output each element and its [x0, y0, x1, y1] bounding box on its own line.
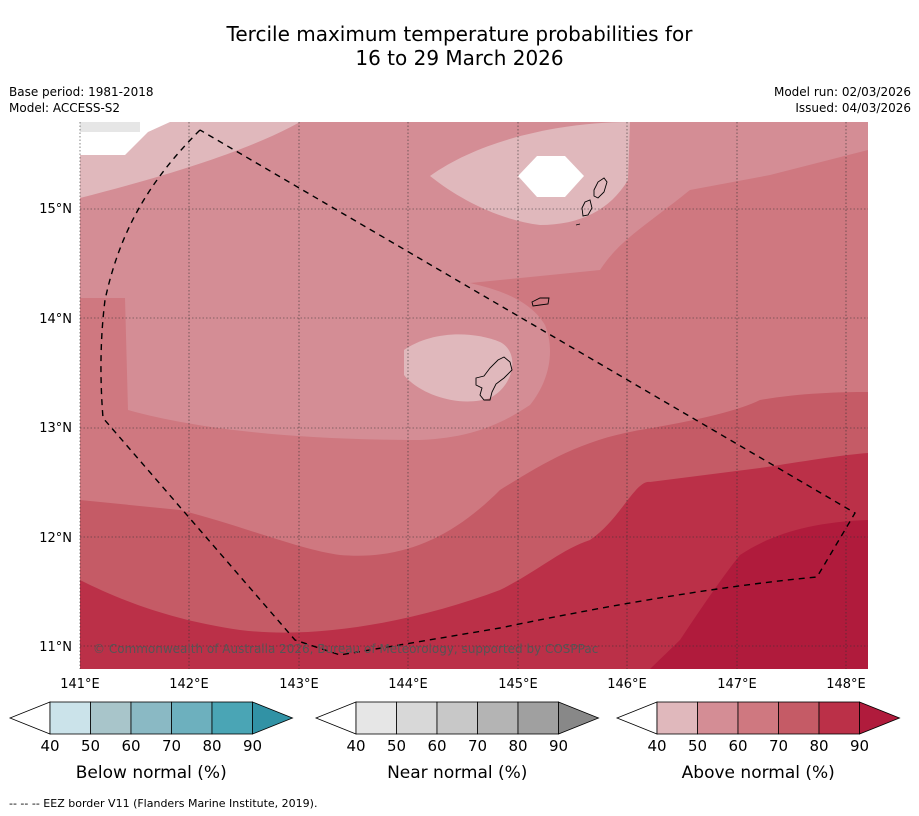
graticule — [79, 122, 868, 669]
colorbar-tick-label: 60 — [427, 737, 446, 755]
lon-labels: 141°E 142°E 143°E 144°E 145°E 146°E 147°… — [60, 677, 866, 692]
colorbar-title: Below normal (%) — [76, 763, 227, 783]
colorbar-segment — [656, 701, 698, 735]
islands — [475, 177, 608, 401]
colorbar-tick-label: 80 — [809, 737, 828, 755]
colorbar-legend: 40 50 60 70 80 90 Above normal (%) — [615, 701, 901, 783]
colorbar-segment — [49, 701, 91, 735]
model-run-text: Model run: 02/03/2026 — [773, 85, 911, 99]
colorbar-max-arrow — [252, 701, 294, 735]
tinian-island — [581, 199, 593, 217]
colorbar-segment — [90, 701, 132, 735]
colorbar-min-arrow — [8, 701, 51, 735]
lon-label: 147°E — [717, 677, 757, 692]
colorbar-segment — [778, 701, 820, 735]
issued-text: Issued: 04/03/2026 — [795, 101, 911, 115]
lon-label: 144°E — [388, 677, 428, 692]
title-line-1: Tercile maximum temperature probabilitie… — [226, 22, 693, 46]
lat-label: 15°N — [39, 202, 72, 217]
colorbar-segment — [130, 701, 172, 735]
colorbar-tick-label: 90 — [850, 737, 869, 755]
colorbar-title: Near normal (%) — [387, 763, 527, 783]
saipan-island — [593, 177, 608, 199]
colorbar-min-arrow — [615, 701, 658, 735]
lat-labels: 15°N 14°N 13°N 12°N 11°N — [39, 202, 72, 655]
colorbar-tick-label: 60 — [728, 737, 747, 755]
legends: 40 50 60 70 80 90 Below normal (%) 40 50 60 70 80 90… — [8, 701, 901, 783]
eez-border — [100, 129, 856, 656]
colorbar-max-arrow — [859, 701, 901, 735]
colorbar-segment — [737, 701, 779, 735]
colorbar-tick-label: 40 — [40, 737, 59, 755]
colorbar-tick-label: 50 — [387, 737, 406, 755]
colorbar-title: Above normal (%) — [682, 763, 835, 783]
model-info: Base period: 1981-2018 Model: ACCESS-S2 — [9, 84, 154, 116]
colorbar-segment — [477, 701, 519, 735]
zone-90-plus — [650, 520, 868, 669]
lon-label: 142°E — [169, 677, 209, 692]
colorbar-tick-label: 90 — [549, 737, 568, 755]
colorbar-segment — [396, 701, 438, 735]
colorbar-segment — [211, 701, 253, 735]
colorbar-max-arrow — [558, 701, 600, 735]
colorbar-tick-label: 80 — [202, 737, 221, 755]
lon-label: 143°E — [279, 677, 319, 692]
colorbar-tick-label: 70 — [769, 737, 788, 755]
lat-label: 12°N — [39, 531, 72, 546]
lon-label: 146°E — [607, 677, 647, 692]
colorbar-tick-label: 40 — [346, 737, 365, 755]
map-title: Tercile maximum temperature probabilitie… — [0, 22, 919, 70]
zone-40-50-centre — [404, 334, 513, 402]
probability-field — [80, 122, 868, 669]
colorbar-segment — [171, 701, 213, 735]
lat-label: 13°N — [39, 421, 72, 436]
base-period-text: Base period: 1981-2018 — [9, 85, 154, 99]
lon-label: 145°E — [498, 677, 538, 692]
colorbar-tick-label: 70 — [162, 737, 181, 755]
guam-island — [475, 356, 513, 401]
colorbar-segment — [517, 701, 559, 735]
colorbar-tick-label: 60 — [121, 737, 140, 755]
no-data-area-n — [518, 156, 584, 197]
colorbar-tick-label: 70 — [468, 737, 487, 755]
colorbar-tick-label: 40 — [647, 737, 666, 755]
model-text: Model: ACCESS-S2 — [9, 101, 121, 115]
colorbar-tick-label: 50 — [81, 737, 100, 755]
colorbar-segment — [436, 701, 478, 735]
colorbar-tick-label: 80 — [508, 737, 527, 755]
colorbar-tick-label: 50 — [688, 737, 707, 755]
colorbar-segment — [818, 701, 860, 735]
run-info: Model run: 02/03/2026 Issued: 04/03/2026 — [774, 84, 911, 116]
aguijan-island — [575, 223, 581, 226]
colorbar-segment — [697, 701, 739, 735]
eez-footnote: -- -- -- EEZ border V11 (Flanders Marine… — [9, 797, 318, 810]
lat-label: 14°N — [39, 312, 72, 327]
title-line-2: 16 to 29 March 2026 — [355, 46, 564, 70]
lat-label: 11°N — [39, 640, 72, 655]
colorbar-segment — [355, 701, 397, 735]
colorbar-legend: 40 50 60 70 80 90 Near normal (%) — [314, 701, 600, 783]
colorbar-min-arrow — [314, 701, 357, 735]
colorbar-tick-label: 90 — [243, 737, 262, 755]
near-normal-corner — [80, 122, 140, 132]
lon-label: 148°E — [826, 677, 866, 692]
rota-island — [531, 297, 550, 307]
colorbar-legend: 40 50 60 70 80 90 Below normal (%) — [8, 701, 294, 783]
copyright-text: © Commonwealth of Australia 2026, Bureau… — [93, 642, 598, 656]
lon-label: 141°E — [60, 677, 100, 692]
zone-80-90 — [80, 453, 868, 669]
